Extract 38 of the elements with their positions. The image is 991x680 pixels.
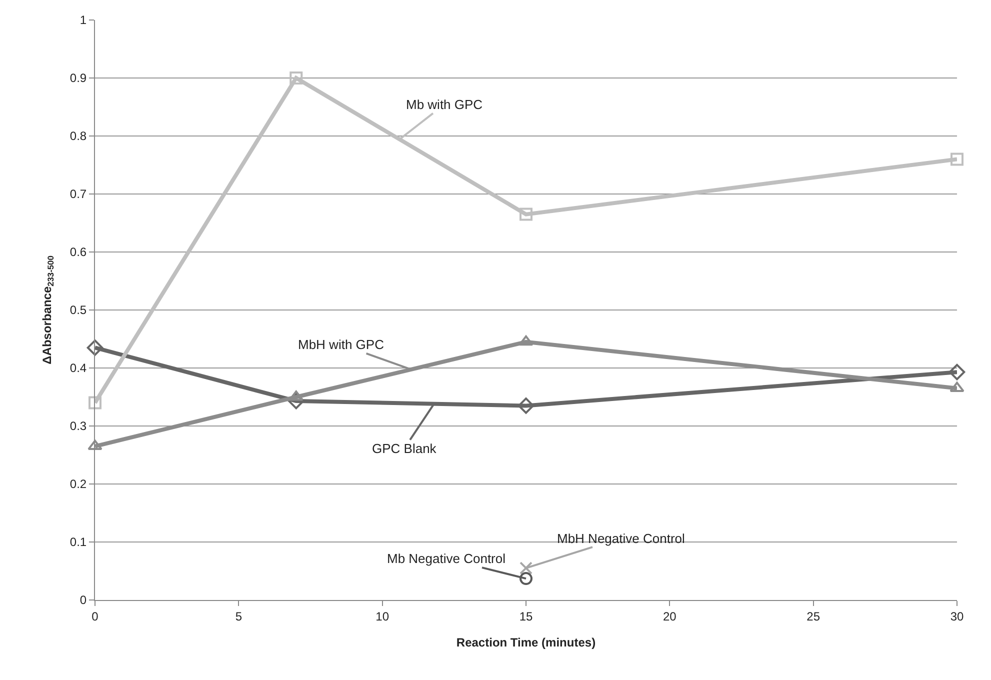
point [288, 392, 304, 410]
point [88, 396, 102, 410]
y-tick-label: 1 [80, 13, 87, 28]
point [948, 364, 966, 380]
y-tick-label: 0.3 [70, 419, 87, 434]
series-label: Mb Negative Control [387, 551, 506, 566]
x-tick-label: 5 [235, 609, 242, 624]
point [950, 382, 964, 392]
point [520, 208, 532, 221]
x-tick-label: 0 [92, 609, 99, 624]
y-tick-label: 0.9 [70, 71, 87, 86]
series-label: MbH with GPC [298, 337, 384, 352]
x-tick-label: 20 [662, 609, 677, 624]
y-tick-label: 0.2 [70, 477, 87, 492]
y-tick-label: 0.4 [70, 361, 87, 376]
y-tick-label: 0.8 [70, 129, 87, 144]
y-tick-label: 0.5 [70, 303, 87, 318]
point [288, 390, 304, 401]
point [86, 340, 104, 356]
text: GPC Blank [372, 441, 437, 456]
x-axis-title: Reaction Time (minutes) [456, 635, 596, 650]
point [520, 572, 532, 586]
point [520, 562, 532, 575]
point [518, 398, 534, 414]
point [88, 440, 102, 450]
x-tick-label: 30 [950, 609, 964, 624]
text: Mb with GPC [406, 97, 483, 112]
x-tick-label: 25 [806, 609, 820, 624]
y-tick-label: 0.1 [70, 535, 87, 550]
point [518, 335, 534, 346]
point [290, 72, 303, 84]
point [950, 152, 964, 166]
x-tick-label: 15 [519, 609, 533, 624]
y-tick-label: 0 [80, 593, 87, 608]
y-tick-label: 0.6 [70, 245, 87, 260]
text: MbH Negative Control [557, 531, 685, 546]
x-tick-label: 10 [376, 609, 390, 624]
y-tick-label: 0.7 [70, 187, 87, 202]
